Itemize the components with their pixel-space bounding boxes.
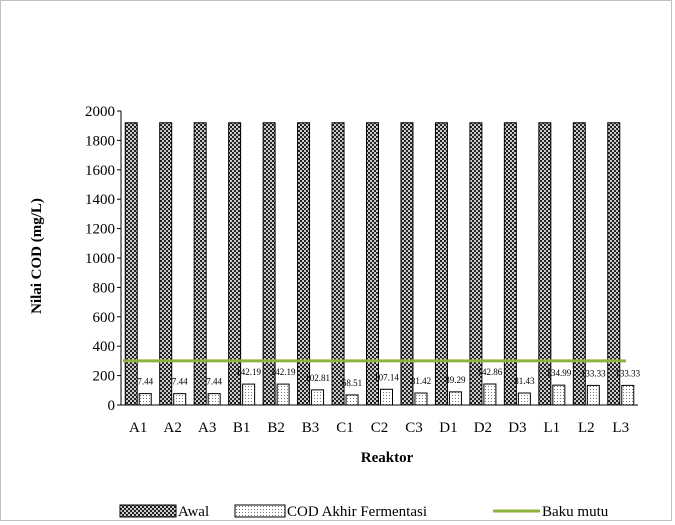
y-tick-label: 800 (93, 280, 116, 296)
y-tick-label: 1400 (85, 192, 115, 208)
bar-cod-akhir (552, 384, 566, 406)
x-tick-label: C2 (371, 420, 389, 436)
bar-cod-akhir (517, 392, 531, 406)
data-label-cod-akhir: 142.19 (271, 367, 296, 377)
data-label-cod-akhir: 89.29 (445, 375, 466, 385)
bar-cod-akhir (173, 393, 187, 406)
y-tick-label: 200 (93, 369, 116, 385)
x-tick-label: C3 (405, 420, 423, 436)
legend: Awal COD Akhir Fermentasi Baku mutu (119, 504, 609, 520)
data-label-cod-akhir: 133.33 (615, 368, 640, 378)
bar-awal (159, 122, 173, 406)
x-tick-label: C1 (336, 420, 354, 436)
bar-awal (228, 122, 242, 406)
bar-awal (366, 122, 379, 406)
legend-swatch-awal (119, 504, 177, 518)
bar-awal (297, 122, 311, 406)
y-tick-label: 1800 (85, 133, 115, 149)
y-axis-title: Nilai COD (mg/L) (29, 198, 45, 314)
legend-label-baku-mutu: Baku mutu (542, 504, 609, 520)
x-tick-label: A3 (198, 420, 216, 436)
bar-awal (572, 122, 586, 406)
bar-awal (400, 122, 414, 406)
data-label-cod-akhir: 7.44 (137, 377, 153, 387)
x-axis-title: Reaktor (361, 450, 414, 466)
bar-awal (607, 122, 621, 406)
x-tick-label: B1 (233, 420, 251, 436)
x-tick-label: D1 (439, 420, 457, 436)
bar-cod-akhir (414, 392, 428, 406)
data-label-cod-akhir: 81.42 (411, 376, 431, 386)
x-tick-label: B3 (302, 420, 320, 436)
bar-cod-akhir (380, 388, 393, 406)
x-tick-label: D3 (508, 420, 526, 436)
x-tick-label: D2 (474, 420, 492, 436)
y-tick-label: 600 (93, 310, 116, 326)
bar-awal (331, 122, 345, 406)
y-tick-label: 1200 (85, 222, 115, 238)
data-label-cod-akhir: 68.51 (342, 378, 362, 388)
data-label-cod-akhir: 107.14 (374, 372, 399, 382)
legend-label-awal: Awal (178, 504, 209, 520)
bar-cod-akhir (207, 393, 221, 406)
bar-cod-akhir (586, 384, 600, 406)
y-tick-label: 2000 (85, 104, 115, 120)
x-tick-label: L3 (612, 420, 629, 436)
bar-cod-akhir (311, 389, 325, 406)
bar-cod-akhir (276, 383, 290, 406)
x-tick-label: A1 (129, 420, 147, 436)
data-label-cod-akhir: 133.33 (581, 368, 606, 378)
bar-awal (503, 122, 517, 406)
x-tick-label: B2 (267, 420, 285, 436)
y-tick-label: 0 (108, 398, 116, 414)
bar-awal (469, 122, 483, 406)
bar-cod-akhir (483, 383, 497, 406)
bar-awal (434, 122, 448, 406)
data-label-cod-akhir: 142.86 (478, 367, 503, 377)
bar-cod-akhir (621, 384, 635, 406)
bar-cod-akhir (345, 394, 359, 406)
x-tick-label: A2 (164, 420, 182, 436)
bar-cod-akhir (448, 391, 462, 406)
legend-label-cod-akhir: COD Akhir Fermentasi (287, 504, 427, 520)
data-label-cod-akhir: 102.81 (305, 373, 330, 383)
data-label-cod-akhir: 7.44 (206, 377, 222, 387)
data-label-cod-akhir: 81.43 (514, 376, 535, 386)
y-tick-label: 1600 (85, 163, 115, 179)
data-label-cod-akhir: 7.44 (172, 377, 188, 387)
y-tick-label: 400 (93, 339, 116, 355)
x-tick-label: L1 (543, 420, 560, 436)
bar-awal (538, 122, 552, 406)
data-label-cod-akhir: 142.19 (236, 367, 261, 377)
data-label-cod-akhir: 134.99 (546, 368, 571, 378)
x-tick-label: L2 (578, 420, 595, 436)
bar-awal (193, 122, 207, 406)
y-tick-label: 1000 (85, 251, 115, 267)
bar-awal (124, 122, 138, 406)
bar-cod-akhir (242, 383, 256, 406)
bar-cod-akhir (138, 393, 152, 406)
bar-awal (262, 122, 276, 406)
legend-swatch-cod-akhir (234, 504, 286, 518)
